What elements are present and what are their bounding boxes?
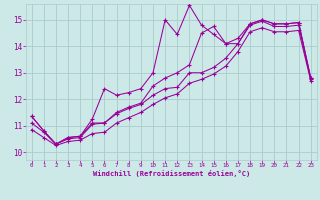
X-axis label: Windchill (Refroidissement éolien,°C): Windchill (Refroidissement éolien,°C)	[92, 170, 250, 177]
